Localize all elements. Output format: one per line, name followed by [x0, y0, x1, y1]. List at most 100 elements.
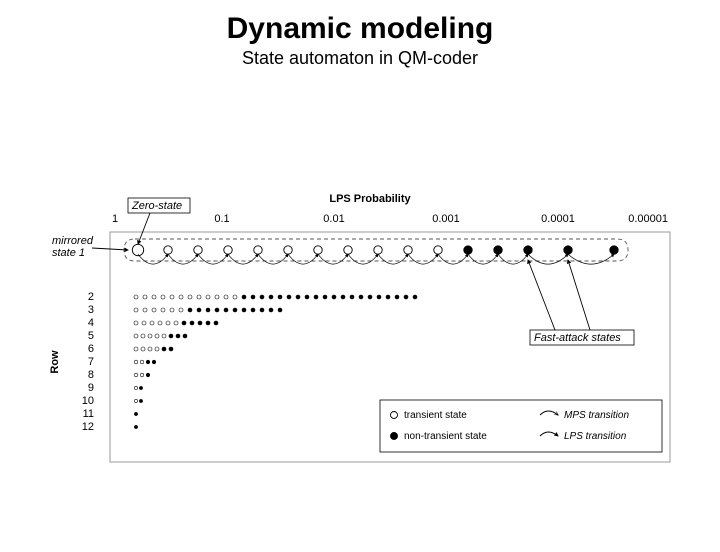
svg-text:0.00001: 0.00001	[628, 213, 668, 225]
svg-text:5: 5	[88, 330, 94, 342]
non-transient-state	[494, 246, 502, 254]
non-transient-state	[564, 246, 572, 254]
svg-text:0.0001: 0.0001	[541, 213, 575, 225]
page-title: Dynamic modeling	[0, 12, 720, 46]
legend-transient-icon	[391, 412, 398, 419]
svg-text:LPS transition: LPS transition	[564, 431, 627, 442]
svg-text:Fast-attack states: Fast-attack states	[534, 332, 621, 344]
non-transient-state	[377, 295, 381, 299]
svg-text:mirrored: mirrored	[52, 235, 94, 247]
transient-state	[158, 321, 162, 325]
svg-text:1: 1	[112, 213, 118, 225]
non-transient-state	[162, 347, 166, 351]
transient-state	[140, 373, 144, 377]
svg-text:MPS transition: MPS transition	[564, 410, 629, 421]
svg-text:3: 3	[88, 304, 94, 316]
non-transient-state	[278, 308, 282, 312]
transient-state	[134, 334, 138, 338]
non-transient-state	[139, 386, 142, 389]
non-transient-state	[183, 334, 187, 338]
non-transient-state	[287, 295, 291, 299]
transient-state	[134, 373, 138, 377]
non-transient-state	[524, 246, 532, 254]
svg-text:LPS Probability: LPS Probability	[329, 193, 411, 205]
page-subtitle: State automaton in QM-coder	[0, 48, 720, 69]
transient-state	[155, 347, 159, 351]
svg-text:0.001: 0.001	[432, 213, 460, 225]
row1-arcs	[138, 254, 614, 264]
transient-state	[142, 321, 146, 325]
svg-text:8: 8	[88, 369, 94, 381]
non-transient-state	[610, 246, 618, 254]
legend-box	[380, 400, 662, 452]
non-transient-state	[169, 334, 173, 338]
transient-state	[254, 246, 262, 254]
transient-state	[161, 295, 165, 299]
fast-attack-arrow	[528, 260, 555, 330]
non-transient-state	[169, 347, 173, 351]
non-transient-state	[269, 308, 273, 312]
transient-state	[134, 386, 137, 389]
transient-state	[148, 334, 152, 338]
transient-state	[134, 360, 138, 364]
svg-text:transient state: transient state	[404, 410, 467, 421]
svg-text:state 1: state 1	[52, 247, 85, 259]
non-transient-state	[368, 295, 372, 299]
transient-state	[132, 244, 143, 255]
transient-state	[166, 321, 170, 325]
transient-state	[188, 295, 192, 299]
transient-state	[224, 246, 232, 254]
non-transient-state	[296, 295, 300, 299]
non-transient-state	[251, 308, 255, 312]
state-automaton-figure: LPS Probability10.10.010.0010.00010.0000…	[50, 182, 690, 482]
transient-state	[152, 295, 156, 299]
svg-text:10: 10	[82, 395, 94, 407]
non-transient-state	[341, 295, 345, 299]
non-transient-state	[269, 295, 273, 299]
transient-state	[140, 360, 144, 364]
svg-text:4: 4	[88, 317, 94, 329]
non-transient-state	[350, 295, 354, 299]
transient-state	[374, 246, 382, 254]
svg-text:0.1: 0.1	[214, 213, 229, 225]
transient-state	[170, 295, 174, 299]
non-transient-state	[214, 321, 218, 325]
non-transient-state	[152, 360, 156, 364]
svg-text:12: 12	[82, 421, 94, 433]
non-transient-state	[206, 321, 210, 325]
row1-states	[132, 244, 618, 255]
non-transient-state	[386, 295, 390, 299]
non-transient-state	[260, 308, 264, 312]
transient-state	[284, 246, 292, 254]
transient-state	[134, 399, 137, 402]
non-transient-state	[413, 295, 417, 299]
transient-state	[206, 295, 210, 299]
non-transient-state	[359, 295, 363, 299]
non-transient-state	[260, 295, 264, 299]
transient-state	[314, 246, 322, 254]
non-transient-state	[395, 295, 399, 299]
rows-2-12	[134, 295, 417, 429]
svg-text:non-transient state: non-transient state	[404, 431, 487, 442]
transient-state	[170, 308, 174, 312]
non-transient-state	[134, 425, 137, 428]
non-transient-state	[182, 321, 186, 325]
non-transient-state	[146, 360, 150, 364]
non-transient-state	[464, 246, 472, 254]
transient-state	[434, 246, 442, 254]
transient-state	[155, 334, 159, 338]
transient-state	[141, 347, 145, 351]
non-transient-state	[224, 308, 228, 312]
transient-state	[179, 295, 183, 299]
non-transient-state	[146, 373, 150, 377]
transient-state	[197, 295, 201, 299]
non-transient-state	[197, 308, 201, 312]
non-transient-state	[305, 295, 309, 299]
transient-state	[152, 308, 156, 312]
non-transient-state	[206, 308, 210, 312]
transient-state	[194, 246, 202, 254]
svg-text:Zero-state: Zero-state	[131, 200, 182, 212]
non-transient-state	[323, 295, 327, 299]
transient-state	[224, 295, 228, 299]
transient-state	[143, 308, 147, 312]
